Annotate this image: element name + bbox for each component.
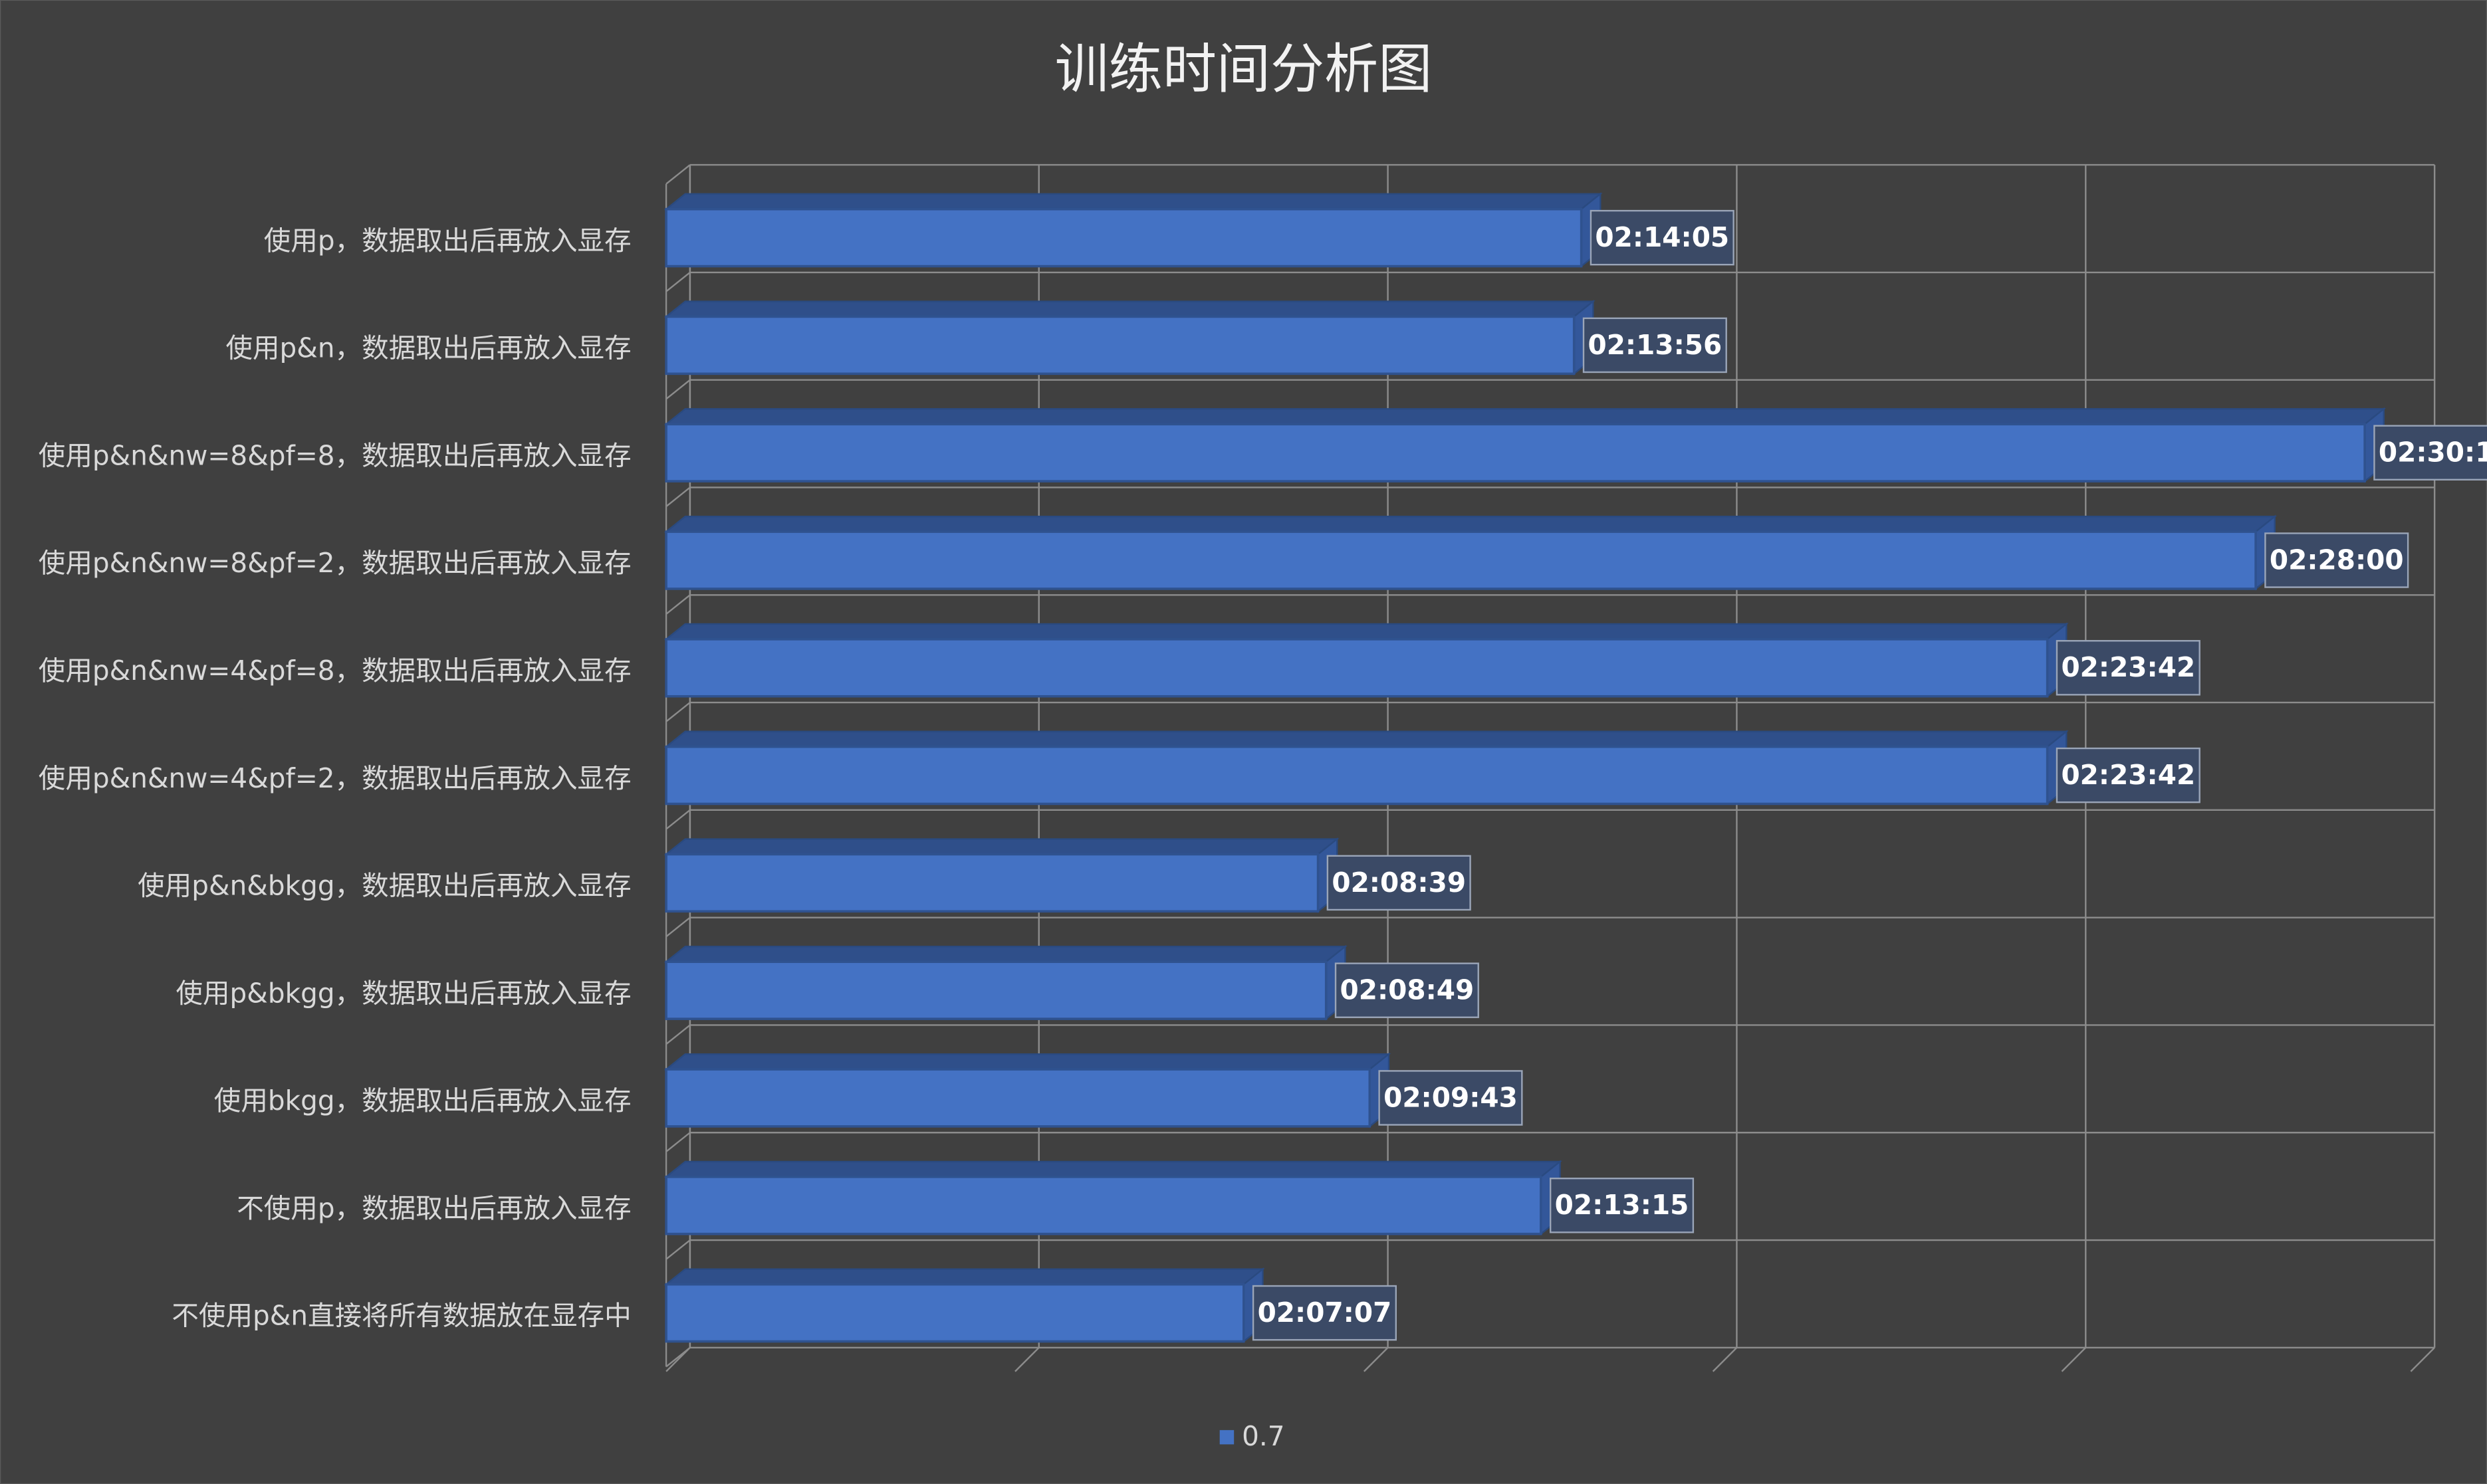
bar [665,638,2049,698]
y-tick-label: 使用p&n&nw=8&pf=2，数据取出后再放入显存 [39,547,632,579]
y-tick-label: 不使用p&n直接将所有数据放在显存中 [172,1300,631,1332]
y-tick-label: 使用p&n&nw=8&pf=8，数据取出后再放入显存 [39,439,632,471]
grid [665,163,2436,1372]
bar-top [663,946,1348,963]
value-label: 02:09:43 [1383,1081,1518,1113]
value-label: 02:23:42 [2061,651,2195,683]
side-wall-line [665,702,691,722]
side-wall-line [665,1239,691,1260]
side-wall-line [665,594,691,615]
y-tick-label: 使用p&bkgg，数据取出后再放入显存 [176,977,631,1009]
side-wall-line [665,1024,691,1045]
bar [665,1283,1245,1343]
bar-top [663,408,2387,425]
floor-tick [665,1346,691,1372]
y-tick-label: 不使用p，数据取出后再放入显存 [237,1192,631,1224]
value-label-box [2264,532,2409,588]
bar-top [663,300,1596,318]
y-tick-label: 使用p&n&nw=4&pf=8，数据取出后再放入显存 [39,655,632,687]
value-label-box [2373,425,2487,480]
legend: 0.7 [1219,1420,1285,1452]
value-label: 02:13:15 [1555,1189,1689,1221]
bar-top [663,515,2278,533]
value-label-box [1326,855,1471,911]
bar-top [663,1053,1391,1071]
y-tick-label: 使用bkgg，数据取出后再放入显存 [214,1085,632,1116]
bars: 使用p，数据取出后再放入显存 02:14:05 使用p&n，数据取出后再放入显存 02… [39,192,2487,1343]
value-label: 02:08:39 [1332,867,1466,899]
bar-top [663,730,2069,748]
value-label-box [2056,640,2200,696]
value-label: 02:13:56 [1588,329,1722,361]
side-wall-line [665,809,691,830]
chart-title: 训练时间分析图 [1055,39,1433,101]
side-wall-line [665,379,691,400]
floor-tick [1014,1346,1040,1372]
legend-label: 0.7 [1242,1420,1284,1452]
bar-top [663,838,1340,855]
floor-tick [1363,1346,1389,1372]
y-tick-label: 使用p&n&nw=4&pf=2，数据取出后再放入显存 [39,762,632,794]
side-wall-line [665,486,691,508]
bar-top [663,193,1603,210]
value-label-box [1334,962,1479,1018]
bar [665,960,1328,1020]
bar [665,530,2257,590]
value-label-box [2056,747,2200,803]
floor-tick [2410,1346,2435,1372]
bar [665,315,1576,375]
side-wall-line [665,916,691,938]
value-label-box [1582,317,1727,373]
value-label-box [1252,1285,1397,1341]
bar [665,745,2049,805]
value-label: 02:14:05 [1595,221,1729,253]
floor-tick [2061,1346,2087,1372]
y-tick-label: 使用p，数据取出后再放入显存 [264,225,632,257]
side-wall-line [665,271,691,292]
y-tick-label: 使用p&n，数据取出后再放入显存 [225,332,631,364]
value-label: 02:30:15 [2379,437,2487,469]
bar-top [663,1268,1265,1285]
value-label-box [1590,209,1734,266]
legend-swatch [1219,1430,1235,1445]
bar [665,1068,1371,1128]
bar-top [663,623,2069,641]
value-label-box [1378,1070,1523,1126]
value-label: 02:28:00 [2270,544,2404,576]
bar [665,1176,1542,1235]
value-label-box [1550,1178,1695,1233]
value-label: 02:23:42 [2061,759,2195,791]
side-wall-line [665,164,691,185]
y-tick-label: 使用p&n&bkgg，数据取出后再放入显存 [138,870,631,902]
bar [665,423,2366,482]
value-label: 02:07:07 [1258,1297,1392,1328]
bar [665,853,1320,913]
side-wall-line [665,1132,691,1152]
bar-top [663,1160,1562,1178]
bar [665,207,1583,268]
floor-tick [1712,1346,1738,1372]
value-label: 02:08:49 [1340,974,1475,1006]
